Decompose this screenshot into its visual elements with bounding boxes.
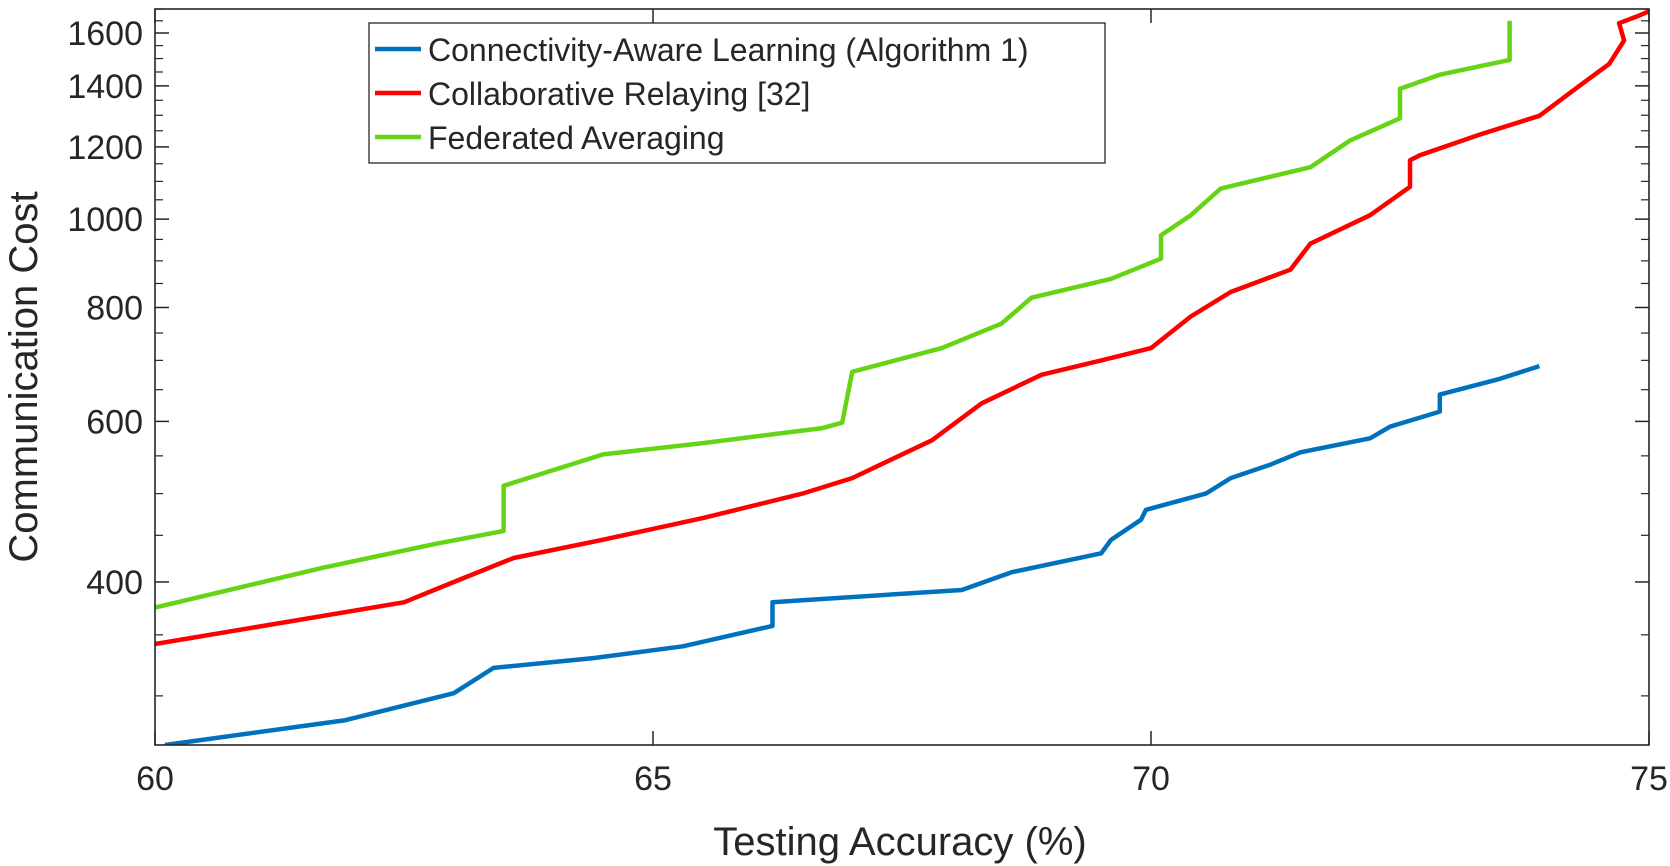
y-tick-label: 1000	[67, 201, 143, 239]
y-tick-label: 1400	[67, 68, 143, 106]
y-tick-label: 400	[86, 564, 143, 602]
legend: Connectivity-Aware Learning (Algorithm 1…	[368, 22, 1106, 164]
x-axis-ticks: 60 65 70 75	[136, 9, 1668, 798]
series-line-federated-averaging	[155, 20, 1512, 610]
y-tick-label: 600	[86, 403, 143, 441]
legend-label-connectivity-aware-learning: Connectivity-Aware Learning (Algorithm 1…	[428, 32, 1029, 68]
y-axis-ticks: 400 600 800 1000 1200 1400 1600	[67, 8, 1649, 697]
legend-label-federated-averaging: Federated Averaging	[428, 120, 725, 156]
legend-label-collaborative-relaying: Collaborative Relaying [32]	[428, 76, 810, 112]
plot-frame	[154, 8, 1650, 746]
y-axis-label: Communication Cost	[2, 191, 46, 562]
y-tick-label: 1200	[67, 129, 143, 167]
x-tick-label: 70	[1132, 760, 1170, 798]
y-tick-label: 800	[86, 289, 143, 327]
x-tick-label: 60	[136, 760, 174, 798]
y-tick-label: 1600	[67, 15, 143, 53]
legend-box	[368, 22, 1106, 164]
x-axis-label: Testing Accuracy (%)	[713, 820, 1086, 864]
x-tick-label: 65	[634, 760, 672, 798]
series-line-connectivity-aware-learning	[164, 363, 1541, 745]
series-line-collaborative-relaying	[155, 9, 1649, 647]
series-layer	[155, 9, 1649, 745]
x-tick-label: 75	[1630, 760, 1668, 798]
